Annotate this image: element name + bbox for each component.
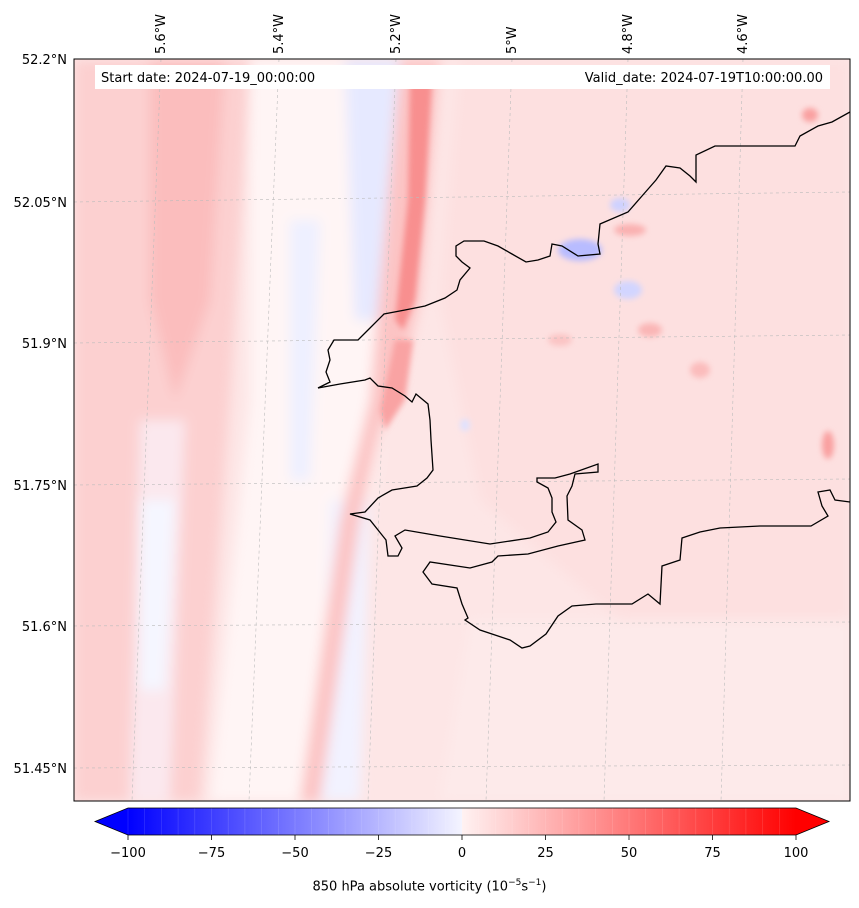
coastline	[317, 111, 850, 649]
vorticity-ridges	[380, 80, 834, 459]
latitude-label: 51.9°N	[22, 337, 67, 352]
latitude-label: 51.45°N	[14, 762, 67, 777]
colorbar-extend-max	[796, 808, 829, 835]
longitude-label: 4.8°W	[621, 14, 636, 54]
latitude-label: 52.2°N	[22, 53, 67, 68]
start-date-label: Start date: 2024-07-19_00:00:00	[101, 71, 315, 86]
latitude-label: 52.05°N	[14, 196, 67, 211]
broad-vorticity-bands	[74, 60, 850, 801]
colorbar-tick-label: 50	[621, 846, 638, 861]
graticule	[74, 59, 850, 801]
longitude-label: 5°W	[505, 26, 520, 54]
latitude-label: 51.75°N	[14, 479, 67, 494]
colorbar-tick-label: −75	[198, 846, 225, 861]
colorbar-label: 850 hPa absolute vorticity (10−5s−1)	[312, 878, 547, 895]
colorbar-tick-label: 100	[784, 846, 809, 861]
colorbar-tick-label: −50	[281, 846, 308, 861]
longitude-label: 4.6°W	[736, 14, 751, 54]
latitude-label: 51.6°N	[22, 620, 67, 635]
valid-date-label: Valid_date: 2024-07-19T10:00:00.00	[585, 71, 823, 86]
colorbar-tick-label: 0	[458, 846, 466, 861]
latitude-labels: 52.2°N 52.05°N 51.9°N 51.75°N 51.6°N 51.45°N	[14, 53, 67, 777]
colorbar-tick-label: 75	[704, 846, 721, 861]
colorbar-ticks: −100 −75 −50 −25 0 25 50 75 100	[110, 835, 808, 861]
north-coast	[317, 111, 850, 389]
colorbar-tick-label: 25	[537, 846, 554, 861]
colorbar: −100 −75 −50 −25 0 25 50 75 100	[93, 807, 831, 861]
longitude-label: 5.6°W	[154, 14, 169, 54]
vorticity-field	[74, 59, 850, 801]
colorbar-negative	[128, 808, 462, 835]
colorbar-extend-min	[95, 808, 128, 835]
colorbar-positive	[462, 808, 796, 835]
longitude-label: 5.4°W	[272, 14, 287, 54]
longitude-labels: 5.6°W 5.4°W 5.2°W 5°W 4.8°W 4.6°W	[154, 14, 751, 54]
longitude-label: 5.2°W	[389, 14, 404, 54]
colorbar-tick-label: −100	[110, 846, 146, 861]
colorbar-tick-label: −25	[365, 846, 392, 861]
south-coast	[317, 377, 850, 649]
map-frame	[73, 58, 851, 802]
info-box	[95, 65, 830, 89]
